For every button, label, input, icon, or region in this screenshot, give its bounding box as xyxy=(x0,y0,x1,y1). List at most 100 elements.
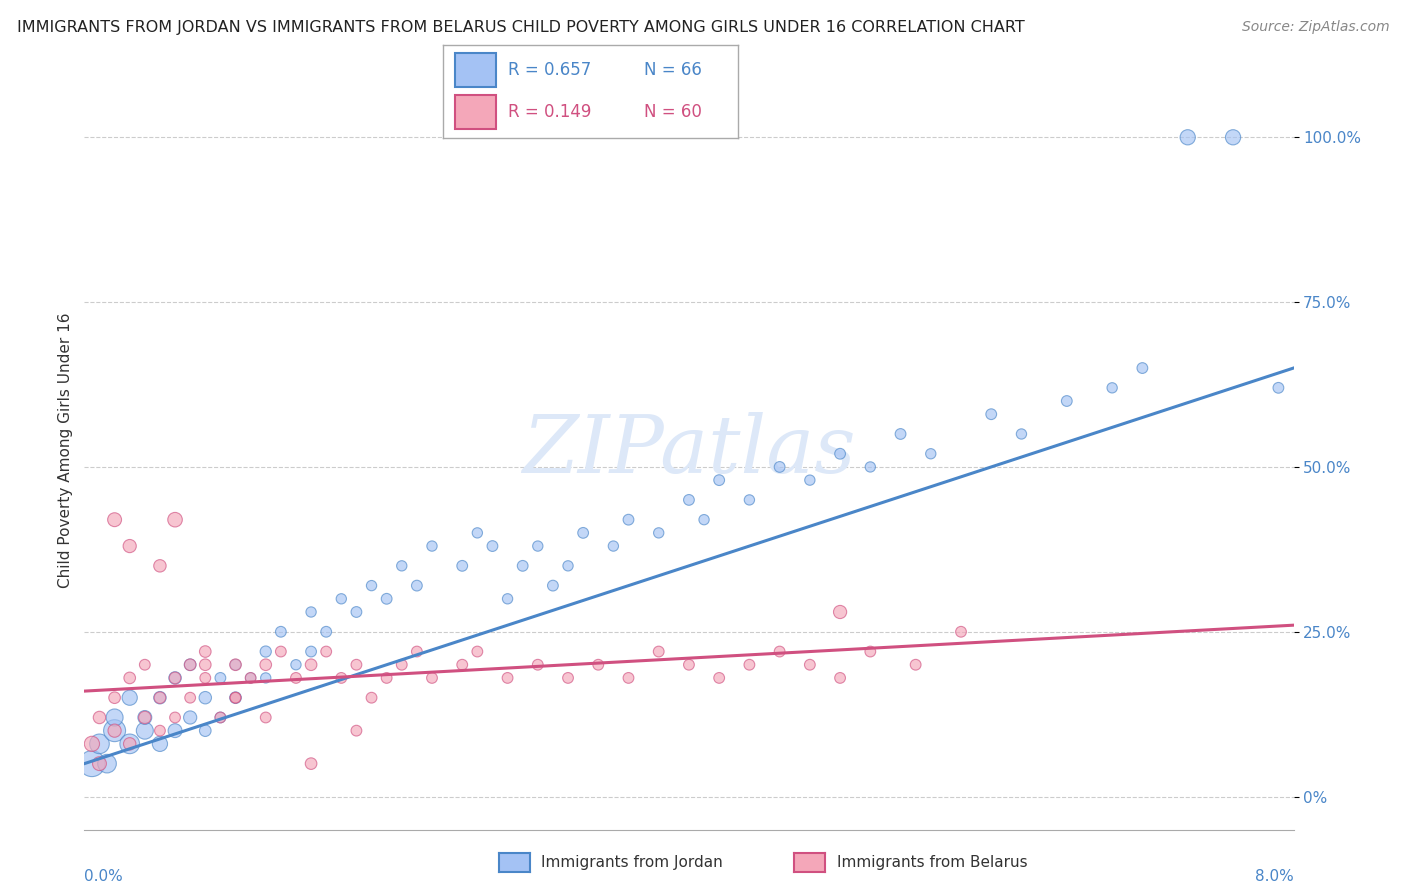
Point xyxy=(769,644,792,658)
Point xyxy=(360,690,382,705)
Point xyxy=(1101,381,1123,395)
FancyBboxPatch shape xyxy=(454,53,496,87)
Point xyxy=(254,710,277,724)
Point xyxy=(467,525,489,540)
Point xyxy=(104,723,127,738)
Point xyxy=(209,671,232,685)
Point xyxy=(346,605,368,619)
Point xyxy=(165,671,187,685)
Point xyxy=(149,690,172,705)
Point xyxy=(134,710,156,724)
Point xyxy=(299,644,322,658)
Point xyxy=(406,579,429,593)
Point xyxy=(96,756,118,771)
Point xyxy=(1132,361,1154,376)
Point xyxy=(1011,427,1033,442)
Point xyxy=(859,459,882,474)
Point xyxy=(239,671,262,685)
Point xyxy=(104,723,127,738)
Point xyxy=(451,657,474,672)
Text: ZIPatlas: ZIPatlas xyxy=(522,412,856,489)
Point xyxy=(209,710,232,724)
Point xyxy=(738,657,761,672)
Point xyxy=(149,690,172,705)
Point xyxy=(920,447,942,461)
Point xyxy=(299,756,322,771)
Point xyxy=(1056,394,1078,409)
Point xyxy=(330,591,353,606)
Point xyxy=(512,558,534,573)
Point xyxy=(572,525,595,540)
Point xyxy=(830,447,852,461)
Point xyxy=(299,657,322,672)
Point xyxy=(89,737,111,751)
Text: Source: ZipAtlas.com: Source: ZipAtlas.com xyxy=(1241,20,1389,34)
Point xyxy=(89,756,111,771)
Point xyxy=(118,671,141,685)
FancyBboxPatch shape xyxy=(454,95,496,129)
Point xyxy=(225,690,247,705)
Point xyxy=(239,671,262,685)
Text: N = 66: N = 66 xyxy=(644,61,702,78)
Point xyxy=(104,513,127,527)
Point xyxy=(270,624,292,639)
Point xyxy=(481,539,503,553)
Point xyxy=(557,671,579,685)
Point xyxy=(285,671,308,685)
Point xyxy=(360,579,382,593)
Point xyxy=(1267,381,1289,395)
Point xyxy=(678,657,700,672)
Point xyxy=(299,605,322,619)
Text: R = 0.657: R = 0.657 xyxy=(508,61,591,78)
Point xyxy=(950,624,973,639)
Text: IMMIGRANTS FROM JORDAN VS IMMIGRANTS FROM BELARUS CHILD POVERTY AMONG GIRLS UNDE: IMMIGRANTS FROM JORDAN VS IMMIGRANTS FRO… xyxy=(17,20,1025,35)
Point xyxy=(254,657,277,672)
Point xyxy=(557,558,579,573)
Y-axis label: Child Poverty Among Girls Under 16: Child Poverty Among Girls Under 16 xyxy=(58,313,73,588)
Point xyxy=(648,525,671,540)
Point xyxy=(179,690,201,705)
Point xyxy=(179,710,201,724)
Text: Immigrants from Belarus: Immigrants from Belarus xyxy=(837,855,1028,870)
Point xyxy=(80,737,103,751)
Point xyxy=(194,690,217,705)
Point xyxy=(80,756,103,771)
Point xyxy=(254,644,277,658)
Point xyxy=(420,539,443,553)
Point xyxy=(799,473,821,487)
Point xyxy=(693,513,716,527)
Point xyxy=(179,657,201,672)
Point xyxy=(118,539,141,553)
Point xyxy=(451,558,474,573)
Point xyxy=(315,624,337,639)
Point xyxy=(285,657,308,672)
Text: 0.0%: 0.0% xyxy=(84,869,124,884)
Point xyxy=(617,513,640,527)
Point xyxy=(346,723,368,738)
Point xyxy=(194,644,217,658)
Point xyxy=(648,644,671,658)
Point xyxy=(225,690,247,705)
Point xyxy=(165,710,187,724)
Point xyxy=(149,723,172,738)
Point xyxy=(738,492,761,507)
Point xyxy=(225,657,247,672)
Point xyxy=(709,671,731,685)
Point xyxy=(118,690,141,705)
Point xyxy=(769,459,792,474)
Point xyxy=(467,644,489,658)
Point xyxy=(617,671,640,685)
Point xyxy=(346,657,368,672)
Point xyxy=(527,657,550,672)
Point xyxy=(541,579,564,593)
Point xyxy=(799,657,821,672)
Point xyxy=(134,657,156,672)
Text: Immigrants from Jordan: Immigrants from Jordan xyxy=(541,855,723,870)
Point xyxy=(830,671,852,685)
Point xyxy=(104,710,127,724)
Point xyxy=(254,671,277,685)
Point xyxy=(709,473,731,487)
Point xyxy=(209,710,232,724)
Point xyxy=(1177,130,1199,145)
Text: N = 60: N = 60 xyxy=(644,103,702,121)
